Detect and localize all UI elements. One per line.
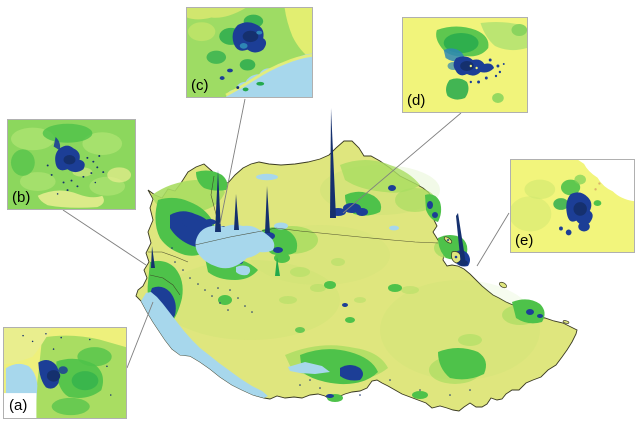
inset-panel-a: (a)	[3, 327, 127, 419]
inset-label-e: (e)	[515, 232, 534, 249]
lake-tanganyika	[141, 292, 268, 398]
inset-map-d	[403, 18, 527, 112]
island-marks	[447, 239, 458, 259]
inset-label-a: (a)	[8, 397, 31, 415]
inset-panel-e: (e)	[510, 159, 635, 253]
boundary-lines	[148, 175, 439, 296]
spike-central	[275, 257, 280, 276]
spike-west-small	[151, 246, 155, 268]
lake-rukwa	[288, 362, 330, 374]
inset-map-b	[8, 120, 135, 209]
spike-lake-east	[265, 186, 270, 233]
inset-map-a	[4, 328, 126, 418]
spike-coast-tall	[456, 213, 466, 266]
inset-label-c: (c)	[191, 77, 209, 94]
spike-northeast-tall	[330, 108, 336, 218]
leader-line-c	[219, 98, 246, 225]
lake-victoria	[195, 224, 275, 269]
inset-e-ocean	[578, 160, 634, 202]
inset-map-c	[187, 8, 312, 97]
inset-c-lake	[226, 53, 312, 97]
leader-line-a	[126, 301, 154, 369]
leader-line-d	[342, 112, 462, 214]
inset-panel-c: (c)	[186, 7, 313, 98]
lakes-layer	[141, 173, 399, 398]
inset-label-b: (b)	[12, 189, 31, 206]
spike-west-lake	[215, 170, 221, 232]
speckle-layer	[171, 247, 471, 396]
leader-line-b	[62, 209, 147, 266]
island-south	[499, 281, 507, 289]
inset-panel-d: (d)	[402, 17, 528, 113]
leader-line-e	[476, 212, 510, 267]
inset-label-d: (d)	[407, 92, 426, 109]
leader-lines	[62, 98, 510, 369]
inset-panel-b: (b)	[7, 119, 136, 210]
population-spikes	[151, 108, 468, 276]
spike-lake-south	[234, 194, 239, 230]
inset-map-e	[511, 160, 634, 252]
inset-d-city	[453, 56, 495, 76]
